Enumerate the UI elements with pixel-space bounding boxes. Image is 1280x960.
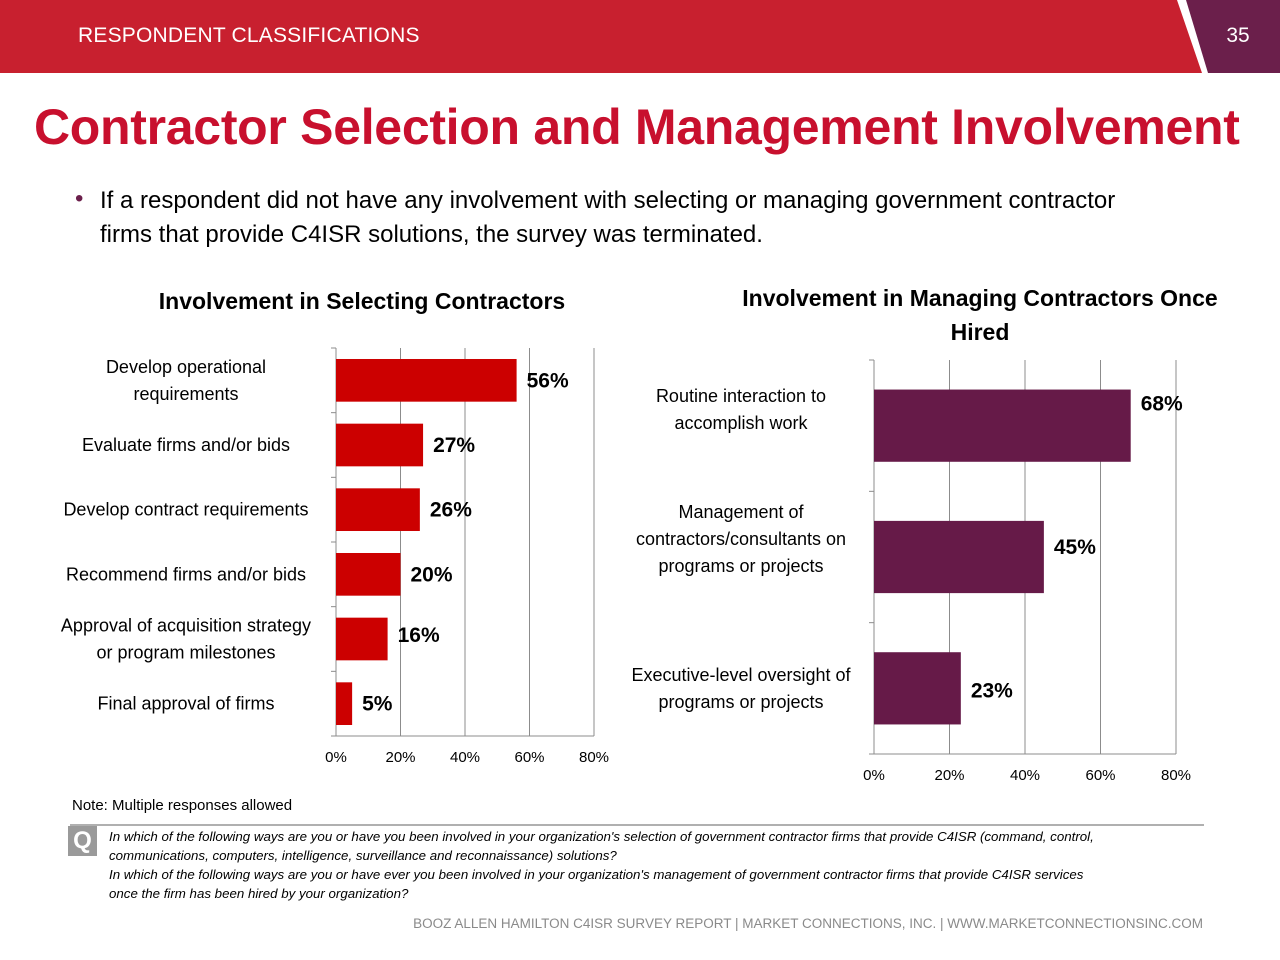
chart1-category-label: or program milestones — [96, 643, 275, 663]
chart2-category-label: programs or projects — [658, 692, 823, 712]
chart-selecting-contractors: 0% 20% 40% 60% 80% 56% Develop operational requ… — [61, 347, 609, 766]
chart2-data-label: 45% — [1054, 536, 1096, 559]
question-line: once the firm has been hired by your org… — [109, 886, 409, 901]
chart1-category-label: Approval of acquisition strategy — [61, 616, 311, 636]
page-number: 35 — [1226, 24, 1250, 47]
chart1-tick-label: 20% — [385, 749, 415, 766]
chart1-category-label: Develop operational — [106, 357, 266, 377]
chart1-bar — [336, 423, 424, 467]
chart2-data-label: 23% — [971, 679, 1013, 702]
chart1-category-label: Recommend firms and/or bids — [66, 564, 306, 584]
chart2-category-label: accomplish work — [674, 413, 808, 433]
chart2-data-label: 68% — [1141, 393, 1183, 416]
chart-2-title: Involvement in Managing Contractors Once… — [742, 285, 1218, 345]
chart1-tick-label: 40% — [450, 749, 480, 766]
note-text: Note: Multiple responses allowed — [72, 797, 293, 814]
header-background — [0, 0, 1280, 73]
chart1-data-label: 20% — [411, 563, 453, 586]
chart2-category-label: programs or projects — [658, 556, 823, 576]
chart1-category-label: requirements — [133, 384, 238, 404]
chart-managing-contractors: 0% 20% 40% 60% 80% 68% Routine interaction to a… — [631, 359, 1191, 784]
chart1-data-label: 27% — [433, 434, 475, 457]
chart1-bar — [336, 552, 401, 596]
chart1-tick-label: 60% — [514, 749, 544, 766]
chart1-tick-label: 0% — [325, 749, 347, 766]
chart2-bar — [874, 652, 961, 725]
bullet-icon: • — [75, 185, 84, 212]
chart-1-title: Involvement in Selecting Contractors — [158, 288, 566, 314]
chart2-tick-label: 40% — [1010, 767, 1040, 784]
page-number-tab — [1186, 0, 1280, 73]
chart2-category-label: Executive-level oversight of — [631, 665, 851, 685]
question-icon: Q — [68, 826, 97, 856]
chart1-category-label: Final approval of firms — [97, 694, 274, 714]
chart2-tick-label: 0% — [863, 767, 885, 784]
page-title: Contractor Selection and Management Invo… — [34, 99, 1240, 155]
bullet-text: If a respondent did not have any involve… — [100, 187, 1116, 248]
question-divider — [70, 824, 1204, 826]
chart1-tick-label: 80% — [579, 749, 609, 766]
chart2-category-label: contractors/consultants on — [636, 529, 846, 549]
chart1-category-label: Develop contract requirements — [63, 500, 308, 520]
chart2-bar — [874, 389, 1131, 462]
chart1-data-label: 16% — [398, 624, 440, 647]
question-line: In which of the following ways are you o… — [109, 829, 1094, 844]
question-text: In which of the following ways are you o… — [109, 827, 1204, 903]
chart1-data-label: 26% — [430, 499, 472, 522]
section-label: RESPONDENT CLASSIFICATIONS — [78, 24, 420, 47]
footer-text: BOOZ ALLEN HAMILTON C4ISR SURVEY REPORT … — [413, 916, 1203, 931]
header-bar: RESPONDENT CLASSIFICATIONS 35 — [0, 0, 1280, 73]
chart2-category-label: Routine interaction to — [656, 386, 826, 406]
chart2-tick-label: 80% — [1161, 767, 1191, 784]
chart2-tick-label: 20% — [934, 767, 964, 784]
question-line: In which of the following ways are you o… — [109, 867, 1084, 882]
question-line: communications, computers, intelligence,… — [109, 848, 617, 863]
chart2-category-label: Management of — [678, 502, 804, 522]
chart1-category-label: Evaluate firms and/or bids — [82, 435, 290, 455]
chart2-bar — [874, 520, 1044, 594]
chart1-bar — [336, 488, 420, 532]
chart1-bar — [336, 617, 388, 661]
chart1-data-label: 56% — [527, 369, 569, 392]
chart1-bar — [336, 682, 353, 726]
chart1-data-label: 5% — [362, 693, 393, 716]
header-red-band — [0, 0, 1280, 73]
chart2-tick-label: 60% — [1085, 767, 1115, 784]
chart1-bar — [336, 358, 517, 402]
